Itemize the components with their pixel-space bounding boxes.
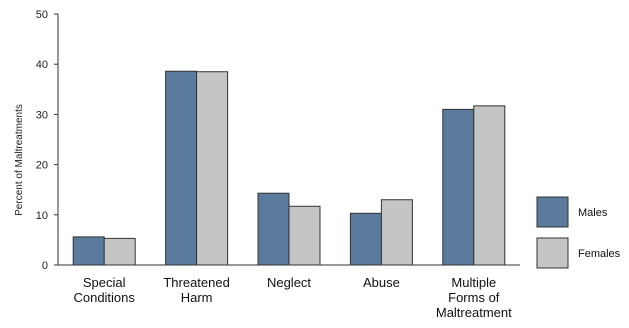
y-tick-label: 40 <box>36 59 48 71</box>
bar-females <box>103 237 136 266</box>
bar-females <box>380 199 413 266</box>
category-label: Multiple <box>451 275 496 290</box>
y-tick-label: 0 <box>42 260 48 272</box>
legend-swatch <box>536 237 569 269</box>
legend: Males Females <box>536 196 621 269</box>
bar-males <box>165 70 198 266</box>
legend-label: Females <box>578 248 621 260</box>
bar-females <box>196 71 229 266</box>
category-label: Special <box>83 275 126 290</box>
category-label: Conditions <box>73 290 135 305</box>
bars <box>72 70 506 266</box>
category-label: Maltreatment <box>436 305 512 320</box>
category-label: Threatened <box>163 275 230 290</box>
category-label: Forms of <box>448 290 500 305</box>
y-tick-label: 10 <box>36 210 48 222</box>
legend-swatch <box>536 196 569 228</box>
category-label: Neglect <box>267 275 311 290</box>
y-axis-ticks: 0 10 20 30 40 50 <box>36 9 58 272</box>
legend-label: Males <box>578 207 608 219</box>
y-tick-label: 20 <box>36 160 48 172</box>
y-tick-label: 50 <box>36 9 48 21</box>
bar-males <box>349 212 382 266</box>
bar-females <box>288 205 321 266</box>
bar-males <box>442 108 475 266</box>
category-label: Abuse <box>363 275 400 290</box>
bar-males <box>257 192 290 266</box>
bar-females <box>473 105 506 266</box>
y-axis-label: Percent of Maltreatments <box>14 104 25 216</box>
y-tick-label: 30 <box>36 109 48 121</box>
bar-males <box>72 236 105 266</box>
category-label: Harm <box>181 290 213 305</box>
